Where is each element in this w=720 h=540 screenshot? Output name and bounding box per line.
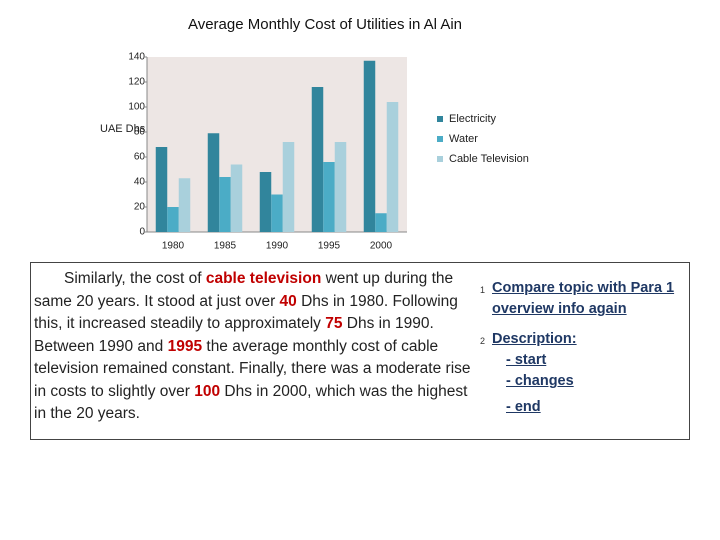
chart-title: Average Monthly Cost of Utilities in Al … [188,16,462,33]
y-tick-label: 140 [128,52,145,63]
note-line: - changes [506,373,574,389]
text-run: 40 [279,292,297,310]
legend-swatch [437,116,443,122]
note-line: Compare topic with Para 1 [492,280,675,296]
y-tick-label: 0 [139,227,145,238]
bar [386,102,399,232]
text-run: went up during the same 20 years. It sto… [34,270,454,310]
bar [207,133,220,232]
y-tick-label: 40 [134,177,146,188]
legend-swatch [437,156,443,162]
note-line: overview info again [492,301,627,317]
bar [178,178,191,232]
bar [167,207,179,232]
y-tick-label: 80 [134,127,146,138]
text-run: cable television [205,270,322,287]
bar [282,142,295,232]
bar [230,164,243,232]
bar [219,177,231,232]
y-tick-label: 20 [134,202,146,213]
bar [311,87,324,232]
legend-swatch [437,136,443,142]
bar [334,142,347,232]
y-tick-label: 120 [128,77,145,88]
y-axis-label: UAE Dhs [100,123,146,135]
bar [259,172,272,232]
text-run: Dhs in 2000, which was the highest in th… [34,382,468,423]
text-run: 1995 [167,337,203,355]
text-run: 100 [194,382,221,400]
note-line: - end [506,399,541,415]
x-tick-label: 1995 [318,241,341,252]
note-line: - start [506,352,547,368]
note-number: 1 [480,285,486,295]
x-tick-label: 2000 [370,241,393,252]
text-run: Dhs in 1980. Following this, it increase… [34,292,458,333]
y-tick-label: 100 [128,102,145,113]
text-run: Dhs in 1990. Between 1990 and [34,315,434,355]
paragraph: Similarly, the cost of cable television … [34,268,474,426]
text-run: Similarly, the cost of [64,270,206,287]
legend-label: Cable Television [449,153,529,165]
bar [363,60,376,232]
y-tick-label: 60 [134,152,146,163]
x-tick-label: 1990 [266,241,289,252]
text-run: 75 [325,315,343,332]
bar [155,147,168,232]
note-line: Description: [492,331,577,347]
text-run: the average monthly cost of cable televi… [34,337,471,400]
x-tick-label: 1980 [162,241,185,252]
legend-label: Water [449,133,478,145]
bar [323,162,335,232]
bar [271,194,283,232]
legend-label: Electricity [449,113,497,125]
bar [375,213,387,232]
text-frame [30,262,690,440]
x-tick-label: 1985 [214,241,237,252]
note-number: 2 [480,336,486,346]
chart: Average Monthly Cost of Utilities in Al … [100,16,529,252]
